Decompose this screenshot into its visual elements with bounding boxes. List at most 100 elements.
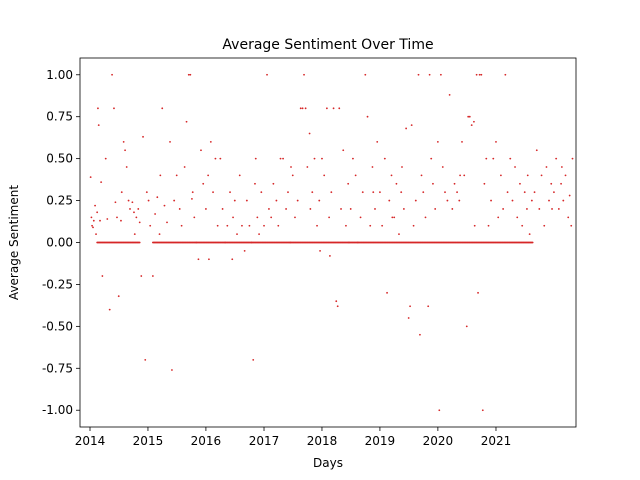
data-point [533, 191, 536, 194]
data-point [321, 157, 323, 160]
data-point [254, 157, 257, 160]
data-point [200, 149, 202, 152]
data-point [467, 115, 470, 118]
data-point [514, 166, 516, 168]
data-point [506, 191, 509, 194]
data-point [516, 216, 519, 219]
data-point [268, 208, 270, 210]
data-point [325, 107, 328, 110]
data-point [414, 199, 417, 202]
data-point [260, 191, 263, 194]
data-point [419, 333, 421, 336]
data-point [233, 199, 236, 202]
data-point [285, 208, 287, 210]
data-point [175, 174, 178, 177]
data-point [364, 73, 367, 76]
data-point [436, 140, 439, 143]
data-point [178, 208, 181, 210]
y-tick-label: 0.25 [46, 194, 73, 208]
data-point [335, 300, 338, 303]
data-point [266, 73, 268, 76]
data-point [248, 224, 251, 227]
data-point [502, 208, 505, 210]
data-point [511, 199, 514, 202]
data-point [407, 317, 410, 319]
data-point [133, 211, 135, 214]
data-point [468, 115, 471, 118]
data-point [528, 233, 531, 236]
data-point [535, 149, 538, 152]
y-tick-label: 0.00 [46, 236, 73, 250]
data-point [509, 157, 512, 160]
data-point [371, 166, 374, 168]
data-point [398, 233, 400, 236]
data-point [526, 208, 528, 210]
data-point [114, 201, 117, 204]
data-point [290, 166, 292, 168]
data-point [540, 174, 543, 177]
data-point [120, 191, 123, 194]
data-point [208, 258, 210, 261]
data-point [104, 157, 107, 160]
data-point [131, 201, 134, 204]
data-point [386, 291, 388, 294]
data-point [229, 191, 231, 194]
data-point [226, 224, 229, 227]
y-tick-label: 0.75 [46, 110, 73, 124]
data-point [99, 219, 101, 222]
data-point [409, 305, 411, 308]
data-point [243, 249, 246, 252]
data-point [459, 174, 461, 177]
data-point [555, 157, 558, 160]
y-axis-label: Average Sentiment [7, 185, 21, 300]
data-point [185, 120, 188, 123]
data-point [193, 216, 196, 219]
data-point [568, 194, 571, 197]
data-point [550, 182, 553, 185]
data-point [263, 224, 265, 227]
data-point [214, 157, 217, 160]
data-point [169, 140, 171, 143]
data-point [238, 174, 241, 177]
data-point [125, 166, 128, 168]
data-point [329, 255, 331, 257]
data-point [100, 181, 103, 184]
x-axis-label: Days [313, 456, 343, 470]
data-point [480, 73, 483, 76]
data-point [154, 213, 157, 215]
data-point [354, 174, 357, 177]
data-point [430, 157, 433, 160]
data-point [393, 216, 396, 219]
data-point [137, 208, 140, 210]
data-point [390, 174, 393, 177]
data-point [197, 258, 200, 261]
y-tick-label: -0.25 [42, 277, 73, 291]
data-point [473, 224, 476, 227]
data-points [89, 73, 574, 412]
data-point [417, 73, 420, 76]
data-point [144, 359, 147, 361]
data-point [395, 182, 398, 185]
data-point [287, 191, 289, 194]
data-point [173, 199, 176, 202]
data-point [202, 182, 205, 185]
data-point [567, 216, 570, 219]
data-point [448, 94, 451, 96]
data-point [446, 199, 449, 202]
data-point [191, 191, 194, 194]
data-point [453, 182, 456, 185]
data-point [145, 191, 148, 194]
data-point [361, 191, 364, 194]
data-point [161, 107, 164, 110]
data-point [458, 199, 461, 202]
data-point [291, 174, 294, 177]
data-point [483, 182, 486, 185]
data-point [475, 73, 478, 76]
data-point [428, 73, 431, 76]
data-point [487, 224, 490, 227]
data-point [138, 221, 141, 224]
data-point [504, 73, 507, 76]
data-point [553, 191, 555, 194]
y-tick-label: -0.50 [42, 319, 73, 333]
